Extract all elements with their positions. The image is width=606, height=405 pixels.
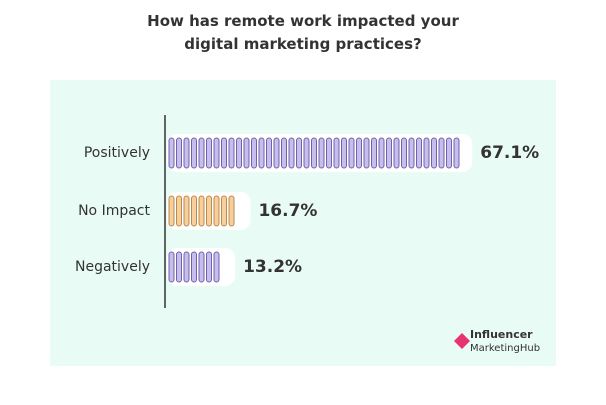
bar-stripe	[198, 137, 205, 169]
bar-stripe	[206, 137, 212, 169]
bar-stripe	[176, 195, 182, 227]
bar	[167, 248, 236, 286]
bar-stripe	[431, 137, 437, 169]
bar-stripe	[378, 137, 385, 169]
bar-stripe	[251, 137, 257, 169]
bar-stripe	[191, 195, 197, 227]
bar-stripe	[318, 137, 325, 169]
logo-text: Influencer	[470, 328, 533, 341]
bar-stripe	[386, 137, 392, 169]
category-label: Positively	[84, 145, 150, 161]
bar-stripe	[176, 137, 182, 169]
bar	[167, 192, 251, 230]
bar-stripe	[453, 137, 460, 169]
bar-stripe	[206, 251, 212, 283]
logo-text: MarketingHub	[470, 343, 540, 354]
bar-stripe	[408, 137, 415, 169]
bar-stripe	[281, 137, 287, 169]
category-label: No Impact	[78, 203, 150, 219]
bar-stripe	[341, 137, 347, 169]
logo-icon	[454, 333, 470, 349]
bar	[167, 134, 473, 172]
value-label: 13.2%	[243, 257, 302, 277]
bar-stripe	[416, 137, 422, 169]
bar-stripe	[243, 137, 250, 169]
bar-stripe	[446, 137, 452, 169]
bar-stripe	[191, 251, 197, 283]
bar-stripe	[198, 251, 205, 283]
bar-stripe	[326, 137, 332, 169]
bar-stripe	[393, 137, 400, 169]
bar-stripe	[191, 137, 197, 169]
panel	[50, 80, 556, 366]
bar-stripe	[303, 137, 310, 169]
value-label: 67.1%	[480, 143, 539, 163]
bar-stripe	[213, 251, 220, 283]
bar-stripe	[273, 137, 280, 169]
bar-stripe	[183, 137, 190, 169]
bar-stripe	[206, 195, 212, 227]
chart-title: How has remote work impacted your digita…	[147, 12, 459, 53]
value-label: 16.7%	[258, 201, 317, 221]
bar-stripe	[183, 195, 190, 227]
bar-stripe	[236, 137, 242, 169]
bar-stripe	[296, 137, 302, 169]
category-label: Negatively	[75, 259, 150, 275]
bar-stripe	[221, 137, 227, 169]
bar-stripe	[228, 195, 235, 227]
bar-stripe	[401, 137, 407, 169]
bar-stripe	[311, 137, 317, 169]
bar-stripe	[333, 137, 340, 169]
logo: Influencer MarketingHub	[454, 328, 540, 354]
bar-stripe	[176, 251, 182, 283]
bar-stripe	[266, 137, 272, 169]
bar-stripe	[363, 137, 370, 169]
bar-stripe	[288, 137, 295, 169]
bar-stripe	[371, 137, 377, 169]
bar-stripe	[213, 137, 220, 169]
bar-stripe	[258, 137, 265, 169]
bar-stripe	[198, 195, 205, 227]
bar-stripe	[228, 137, 235, 169]
bar-stripe	[168, 195, 175, 227]
bar-stripe	[356, 137, 362, 169]
bar-stripe	[221, 195, 227, 227]
bar-stripe	[438, 137, 445, 169]
bar-stripe	[213, 195, 220, 227]
bar-stripe	[168, 251, 175, 283]
bar-stripe	[183, 251, 190, 283]
bar-stripe	[348, 137, 355, 169]
bar-stripe	[168, 137, 175, 169]
bar-stripe	[423, 137, 430, 169]
